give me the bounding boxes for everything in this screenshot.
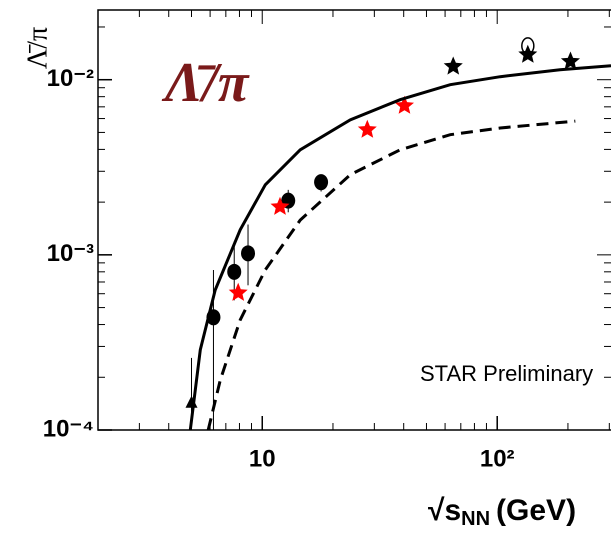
x-label-main: √s bbox=[428, 494, 461, 527]
y-tick-label: 10⁻² bbox=[47, 65, 94, 92]
annotation: STAR Preliminary bbox=[420, 361, 593, 386]
x-tick-label: 10² bbox=[480, 445, 515, 472]
marker bbox=[560, 51, 580, 70]
x-label-sub: NN bbox=[461, 508, 490, 530]
marker bbox=[227, 263, 242, 280]
y-tick-label: 10⁻³ bbox=[47, 240, 94, 267]
x-axis-label: √sNN (GeV) bbox=[428, 494, 576, 530]
marker bbox=[270, 196, 290, 215]
y-axis-label: Λ̄/π bbox=[22, 27, 53, 69]
x-tick-label: 10 bbox=[249, 445, 276, 472]
marker bbox=[357, 119, 377, 138]
marker bbox=[443, 56, 463, 75]
curve bbox=[206, 119, 576, 431]
marker bbox=[521, 37, 535, 55]
marker bbox=[228, 282, 248, 301]
x-label-unit: (GeV) bbox=[496, 494, 576, 527]
marker bbox=[314, 174, 329, 191]
y-tick-label: 10⁻⁴ bbox=[43, 415, 94, 442]
chart-title: Λ̄/π bbox=[161, 52, 250, 114]
marker bbox=[241, 245, 256, 262]
marker bbox=[395, 95, 414, 114]
curve bbox=[188, 64, 611, 431]
plot-frame bbox=[97, 9, 611, 431]
